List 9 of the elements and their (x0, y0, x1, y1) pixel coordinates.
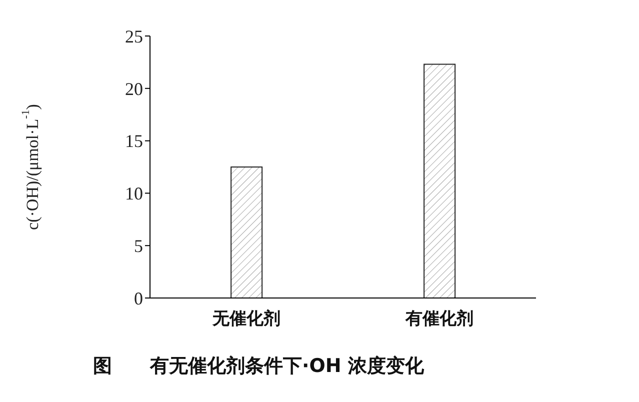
text: 图 有无催化剂条件下·OH 浓度变化 (93, 354, 425, 379)
y-tick-label: 15 (125, 131, 143, 152)
y-tick-label: 5 (134, 236, 143, 256)
y-tick-label: 10 (125, 184, 143, 204)
y-tick-label: 20 (125, 78, 143, 99)
x-tick-label: 无催化剂 (212, 309, 280, 330)
y-tick-label: 0 (134, 288, 143, 308)
x-tick-label: 有催化剂 (404, 309, 474, 330)
y-tick-label: 25 (125, 26, 143, 46)
